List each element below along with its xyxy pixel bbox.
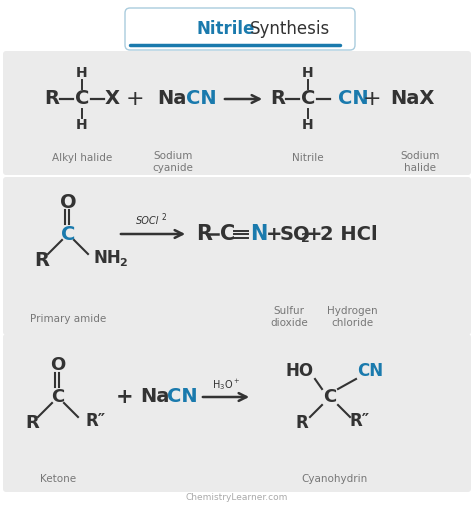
FancyBboxPatch shape [3, 51, 471, 175]
Text: R: R [35, 250, 49, 270]
Text: +: + [266, 225, 283, 243]
Text: Hydrogen
chloride: Hydrogen chloride [327, 306, 377, 328]
Text: O: O [60, 193, 76, 211]
Text: H: H [76, 118, 88, 132]
Text: Alkyl halide: Alkyl halide [52, 153, 112, 163]
Text: C: C [61, 225, 75, 243]
Text: Nitrile: Nitrile [292, 153, 324, 163]
Text: Sodium
cyanide: Sodium cyanide [153, 151, 193, 173]
Text: HO: HO [286, 362, 314, 380]
Text: H: H [302, 118, 314, 132]
FancyBboxPatch shape [125, 8, 355, 50]
Text: CN: CN [167, 387, 198, 407]
Text: Primary amide: Primary amide [30, 314, 106, 324]
Text: SO: SO [280, 225, 310, 243]
FancyBboxPatch shape [3, 177, 471, 335]
Text: Cyanohydrin: Cyanohydrin [302, 474, 368, 484]
Text: 2: 2 [119, 258, 127, 268]
Text: 2 HCl: 2 HCl [320, 225, 378, 243]
Text: R″: R″ [350, 412, 370, 430]
Text: C: C [323, 388, 337, 406]
Text: H: H [76, 66, 88, 80]
Text: C: C [220, 224, 235, 244]
Text: Ketone: Ketone [40, 474, 76, 484]
Text: 2: 2 [162, 213, 167, 223]
Text: N: N [250, 224, 267, 244]
Text: CN: CN [357, 362, 383, 380]
Text: R: R [25, 414, 39, 432]
Text: H: H [302, 66, 314, 80]
Text: X: X [104, 90, 119, 108]
Text: R: R [271, 90, 285, 108]
Text: SOCl: SOCl [137, 216, 160, 226]
Text: ChemistryLearner.com: ChemistryLearner.com [186, 493, 288, 502]
Text: Na: Na [140, 387, 169, 407]
Text: +: + [363, 89, 381, 109]
Text: Sodium
halide: Sodium halide [401, 151, 440, 173]
Text: C: C [75, 90, 89, 108]
Text: NaX: NaX [390, 90, 434, 108]
Text: R″: R″ [86, 412, 106, 430]
Text: +: + [306, 225, 322, 243]
Text: 2: 2 [301, 233, 310, 245]
Text: NH: NH [94, 249, 122, 267]
Text: C: C [301, 90, 315, 108]
Text: H$_3$O$^+$: H$_3$O$^+$ [212, 378, 240, 392]
Text: CN: CN [186, 90, 217, 108]
Text: Sulfur
dioxide: Sulfur dioxide [270, 306, 308, 328]
Text: Na: Na [157, 90, 186, 108]
Text: R: R [296, 414, 309, 432]
Text: +: + [126, 89, 144, 109]
FancyBboxPatch shape [3, 334, 471, 492]
Text: CN: CN [338, 90, 369, 108]
Text: Nitrile: Nitrile [197, 20, 255, 38]
Text: +: + [116, 387, 134, 407]
Text: R: R [196, 224, 212, 244]
Text: R: R [45, 90, 60, 108]
Text: C: C [51, 388, 64, 406]
Text: O: O [50, 356, 65, 374]
Text: Synthesis: Synthesis [250, 20, 330, 38]
